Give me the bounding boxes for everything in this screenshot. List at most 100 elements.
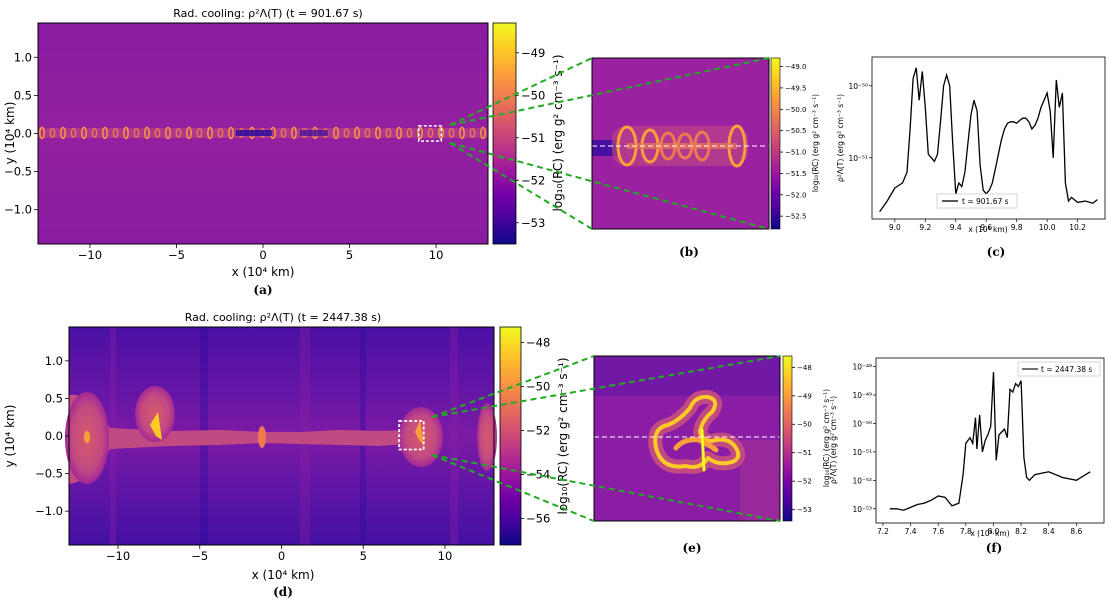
filament-ring [333,126,339,140]
panel-c-xlabel: x (10⁴ km) [968,225,1007,234]
filament-ring [81,126,87,140]
colorbar-tick-label: −52 [797,478,812,486]
panel-c-label: (c) [987,245,1006,259]
y-tick-label: −1.0 [35,504,63,518]
panel-a-connectors [449,57,770,230]
filament-ring [186,126,192,140]
filament-ring [375,126,381,140]
filament-ring [91,128,98,138]
filament-ring [196,128,203,138]
filament-ring [60,126,66,140]
colorbar-tick-label: −52.0 [785,191,806,199]
x-tick-label: 8.6 [1070,527,1082,536]
colorbar-tick-label: −53 [521,216,545,230]
filament-ring [154,128,161,138]
panel-d-label: (d) [273,585,293,599]
colorbar-tick-label: −50.0 [785,106,806,114]
filament-ring [427,128,434,138]
x-tick-label: 8.0 [987,527,999,536]
panel-f-xlabel: x (10⁴ km) [970,529,1009,538]
panel-f-legend: t = 2447.38 s [1017,361,1101,377]
panel-c-series-line [879,67,1098,213]
panel-e-colorbar: −48 −49 −50 −51 −52 −53 log₁₀(RC) (erg g² cm⁻… [782,355,831,522]
panel-d: Rad. cooling: ρ²Λ(T) (t = 2447.38 s) [3,311,570,599]
panel-a-colorbar: −49 −50 −51 −52 −53 log₁₀(RC) (erg g² cm⁻³ s… [492,22,565,245]
filament-ring [354,126,360,140]
panel-d-title: Rad. cooling: ρ²Λ(T) (t = 2447.38 s) [185,311,381,324]
filament-ring [102,126,108,140]
panel-a-heatmap [37,22,489,245]
y-tick-label: 10⁻⁴⁸ [852,363,872,372]
x-tick-label: 10 [429,248,444,262]
panel-f-ylabel: ρ²Λ(T) (erg g² cm⁻³ s⁻¹) [829,396,838,484]
filament-ring [469,128,476,138]
x-tick-label: 9.8 [1011,223,1023,232]
panel-d-xlabel: x (10⁴ km) [252,568,315,582]
y-tick-label: 10⁻⁵⁰ [852,419,872,428]
panel-a-ylabel: y (10⁴ km) [3,102,17,165]
x-tick-label: 0 [259,248,266,262]
filament-ring [480,126,486,140]
panel-a-title: Rad. cooling: ρ²Λ(T) (t = 901.67 s) [173,7,362,20]
y-tick-label: −0.5 [35,467,63,481]
panel-f-series-line [889,372,1091,511]
panel-a-xlabel: x (10⁴ km) [232,265,295,279]
y-tick-label: 0.5 [14,88,32,102]
colorbar-tick-label: −50.5 [785,127,806,135]
filament-ring [207,126,213,140]
colorbar-tick-label: −52.5 [785,213,806,221]
filament-ring [228,126,234,140]
panel-e-label: (e) [683,541,702,555]
x-tick-label: 7.8 [960,527,972,536]
filament-ring [417,126,423,140]
x-tick-label: 7.2 [877,527,889,536]
panel-a: Rad. cooling: ρ²Λ(T) (t = 901.67 s) −10 −… [3,7,565,297]
panel-c-ylabel: ρ²Λ(T) (erg g² cm⁻³ s⁻¹) [836,94,845,182]
panel-b-colorbar: −49.0 −49.5 −50.0 −50.5 −51.0 −51.5 −52.0 −52.5… [770,57,820,230]
filament-ring [165,126,171,140]
filament-ring [448,128,455,138]
panel-b-label: (b) [679,245,699,259]
x-tick-label: 9.4 [950,223,962,232]
x-tick-label: 10.0 [1039,223,1056,232]
filament-ring [291,126,297,140]
y-tick-label: 10⁻⁵³ [852,505,872,514]
panel-e-structure [648,389,746,474]
y-tick-label: 1.0 [45,354,63,368]
panel-b-colorbar-label: log₁₀(RC) (erg g² cm⁻³ s⁻¹) [811,94,820,192]
x-tick-label: 0 [278,549,285,563]
y-tick-label: 0.0 [45,429,63,443]
y-tick-label: 10⁻⁵⁰ [848,82,868,91]
x-tick-label: 9.6 [980,223,992,232]
filament-ring [144,126,150,140]
x-tick-label: 7.6 [932,527,944,536]
colorbar-tick-label: −48 [797,364,812,372]
colorbar-tick-label: −53 [797,506,812,514]
x-tick-label: 10.2 [1069,223,1086,232]
colorbar-tick-label: −49 [521,46,545,60]
panel-a-zoom-box [417,125,443,142]
colorbar-tick-label: −50 [797,421,812,429]
filament-ring [406,128,413,138]
y-tick-label: 10⁻⁴⁹ [852,391,872,400]
filament-ring [396,126,402,140]
panel-c-legend-text: t = 901.67 s [962,197,1009,206]
filament-ring [112,128,119,138]
panel-c-legend: t = 901.67 s [936,193,1018,209]
panel-a-filament [39,126,486,140]
x-tick-label: −10 [78,248,102,262]
colorbar-tick-label: −51 [797,449,812,457]
y-tick-label: 10⁻⁵² [852,476,872,485]
panel-f-legend-text: t = 2447.38 s [1041,365,1092,374]
panel-d-connectors [431,355,781,522]
panel-d-colorbar-label: log₁₀(RC) (erg g² cm⁻³ s⁻¹) [556,358,570,515]
filament-ring [133,128,140,138]
colorbar-tick-label: −52 [526,424,550,438]
colorbar-tick-label: −48 [526,335,550,349]
colorbar-tick-label: −52 [521,173,545,187]
colorbar-tick-label: −51.0 [785,149,806,157]
x-tick-label: 9.0 [889,223,901,232]
filament-ring [343,128,350,138]
x-tick-label: 5 [346,248,353,262]
